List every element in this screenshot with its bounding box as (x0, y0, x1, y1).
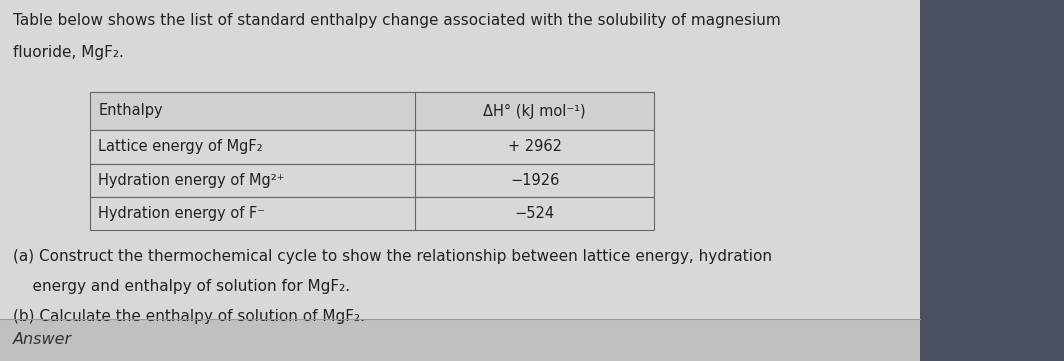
Text: fluoride, MgF₂.: fluoride, MgF₂. (13, 45, 123, 60)
Text: −1926: −1926 (510, 173, 560, 188)
Bar (90, 92, 654, 130)
Bar (90, 197, 654, 231)
Text: Hydration energy of F⁻: Hydration energy of F⁻ (99, 206, 265, 221)
Text: (b) Calculate the enthalpy of solution of MgF₂.: (b) Calculate the enthalpy of solution o… (13, 309, 365, 323)
Text: Table below shows the list of standard enthalpy change associated with the solub: Table below shows the list of standard e… (13, 13, 781, 28)
Bar (90, 164, 654, 197)
Bar (0, 0, 920, 361)
Text: ΔH° (kJ mol⁻¹): ΔH° (kJ mol⁻¹) (483, 104, 586, 118)
Text: (a) Construct the thermochemical cycle to show the relationship between lattice : (a) Construct the thermochemical cycle t… (13, 248, 772, 264)
Bar (920, 0, 1064, 361)
Bar (0, 319, 920, 361)
Text: −524: −524 (515, 206, 554, 221)
Text: Hydration energy of Mg²⁺: Hydration energy of Mg²⁺ (99, 173, 285, 188)
Text: + 2962: + 2962 (508, 139, 562, 154)
Bar (90, 130, 654, 164)
Text: energy and enthalpy of solution for MgF₂.: energy and enthalpy of solution for MgF₂… (13, 278, 350, 293)
Text: Lattice energy of MgF₂: Lattice energy of MgF₂ (99, 139, 263, 154)
Text: Answer: Answer (13, 332, 72, 348)
Text: Enthalpy: Enthalpy (99, 104, 163, 118)
